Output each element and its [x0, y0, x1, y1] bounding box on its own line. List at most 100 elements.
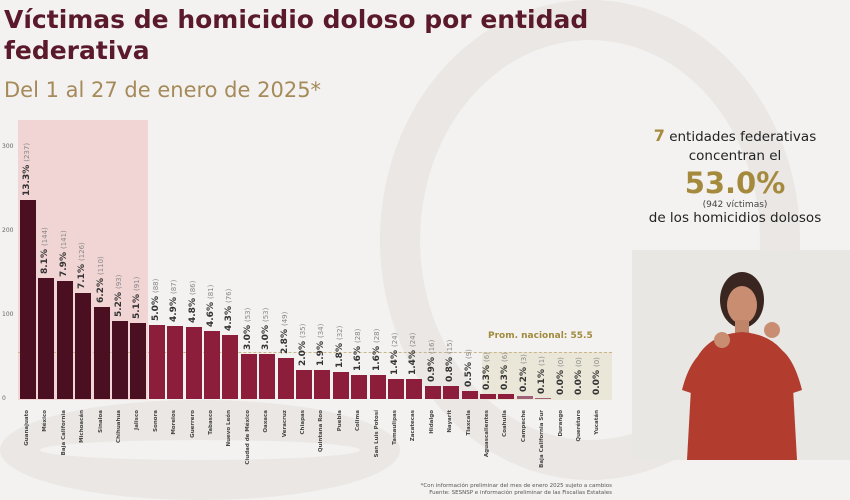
category-label: Veracruz — [281, 410, 288, 438]
category-label: Tamaulipas — [392, 410, 398, 445]
category-label: Puebla — [336, 410, 343, 432]
percent-label: 0.5% — [463, 362, 474, 388]
category-label: Baja California — [60, 410, 67, 456]
bar-tabasco — [204, 330, 220, 399]
percent-label: 0.0% — [574, 370, 584, 395]
data-label: 2.0% (35) — [298, 323, 308, 365]
percent-label: 3.0% — [261, 325, 272, 351]
date-range-subtitle: Del 1 al 27 de enero de 2025* — [4, 78, 322, 102]
category-label: Zacatecas — [410, 410, 417, 442]
bar-méxico — [38, 278, 55, 399]
summary-text: concentran el — [688, 148, 782, 164]
data-label: 6.2% (110) — [96, 256, 106, 303]
percent-label: 1.4% — [408, 349, 419, 375]
count-label: (34) — [317, 324, 326, 339]
bar-tlaxcala — [461, 391, 478, 399]
bar-baja-california-sur — [535, 397, 552, 399]
percent-label: 3.0% — [242, 325, 253, 351]
bar-chihuahua — [112, 320, 128, 399]
source-line: Fuente: SESNSP e información preliminar … — [429, 490, 612, 496]
percent-label: 2.8% — [279, 328, 290, 354]
data-label: 1.8% (32) — [335, 326, 345, 368]
category-label: Morelos — [171, 410, 178, 435]
bar-sonora — [148, 325, 165, 399]
count-label: (24) — [409, 332, 418, 347]
percent-label: 4.3% — [224, 306, 235, 332]
count-label: (144) — [41, 227, 50, 247]
category-label: Michoacán — [79, 410, 86, 443]
percent-label: 1.8% — [334, 343, 345, 369]
percent-label: 0.3% — [500, 364, 511, 390]
bar-campeche — [516, 396, 533, 399]
percent-label: 0.2% — [518, 367, 529, 393]
bar-aguascalientes — [480, 393, 496, 399]
data-label: 0.5% (9) — [464, 350, 474, 388]
bar-nuevo-león — [222, 335, 239, 399]
bar-ciudad-de-méxico — [240, 354, 257, 399]
interpreter-figure — [682, 272, 802, 460]
page-title: Víctimas de homicidio doloso por entidad… — [4, 5, 589, 65]
percent-label: 0.8% — [445, 357, 456, 383]
category-label: Hidalgo — [428, 410, 435, 434]
bar-morelos — [167, 325, 184, 399]
summary-text: entidades federativas — [669, 129, 817, 145]
percent-label: 0.1% — [537, 369, 548, 395]
summary-victims: (942 víctimas) — [702, 200, 768, 210]
average-label: Prom. nacional: 55.5 — [488, 331, 593, 341]
bar-guanajuato — [20, 199, 36, 399]
count-label: (141) — [59, 229, 68, 249]
category-label: Chiapas — [300, 410, 306, 435]
category-label: México — [42, 410, 49, 432]
count-label: (81) — [207, 284, 215, 299]
percent-label: 0.9% — [426, 356, 437, 382]
count-label: (53) — [262, 308, 271, 323]
data-label: 7.9% (141) — [59, 230, 69, 277]
bar-zacatecas — [406, 378, 423, 399]
category-label: Quintana Roo — [318, 410, 325, 453]
data-label: 0.1% (1) — [537, 356, 547, 394]
count-label: (0) — [556, 357, 565, 368]
summary-count: 7 — [653, 126, 665, 145]
count-label: (91) — [133, 276, 142, 291]
y-tick-label: 300 — [2, 143, 14, 150]
percent-label: 5.2% — [114, 291, 124, 317]
y-tick-label: 200 — [2, 227, 14, 234]
percent-label: 2.0% — [298, 340, 308, 366]
percent-label: 4.9% — [169, 296, 180, 322]
data-label: 4.9% (87) — [169, 280, 179, 322]
count-label: (0) — [593, 357, 602, 368]
data-label: 5.2% (93) — [114, 275, 124, 317]
category-label: Baja California Sur — [539, 410, 546, 468]
category-label: Ciudad de México — [244, 410, 251, 465]
category-label: Sinaloa — [97, 410, 104, 433]
data-label: 1.9% (34) — [316, 324, 326, 366]
bar-colima — [351, 375, 368, 399]
data-label: 0.0% (0) — [592, 357, 602, 395]
data-label: 0.0% (0) — [574, 357, 584, 395]
category-label: Durango — [557, 410, 564, 437]
percent-label: 4.8% — [187, 297, 198, 323]
bar-veracruz — [277, 357, 294, 399]
count-label: (110) — [96, 255, 105, 275]
data-label: 0.2% (3) — [519, 355, 529, 393]
percent-label: 7.1% — [77, 264, 88, 290]
data-label: 4.8% (86) — [188, 280, 198, 322]
category-label: Guerrero — [189, 410, 196, 438]
bar-coahuila — [498, 393, 515, 399]
data-label: 2.8% (49) — [280, 311, 290, 353]
count-label: (28) — [354, 329, 363, 344]
count-label: (88) — [151, 278, 160, 294]
count-label: (3) — [519, 354, 528, 365]
percent-label: 7.9% — [58, 251, 69, 277]
count-label: (6) — [483, 352, 491, 362]
category-label: Nayarit — [447, 410, 454, 433]
bar-michoacán — [75, 293, 92, 399]
percent-label: 5.1% — [132, 293, 143, 319]
count-label: (1) — [538, 356, 547, 367]
count-label: (32) — [335, 325, 344, 341]
data-label: 5.1% (91) — [132, 276, 142, 318]
category-label: Jalisco — [134, 410, 141, 430]
category-label: San Luis Potosí — [373, 410, 380, 458]
category-label: Nuevo León — [226, 410, 233, 447]
data-label: 1.6% (28) — [353, 329, 363, 371]
